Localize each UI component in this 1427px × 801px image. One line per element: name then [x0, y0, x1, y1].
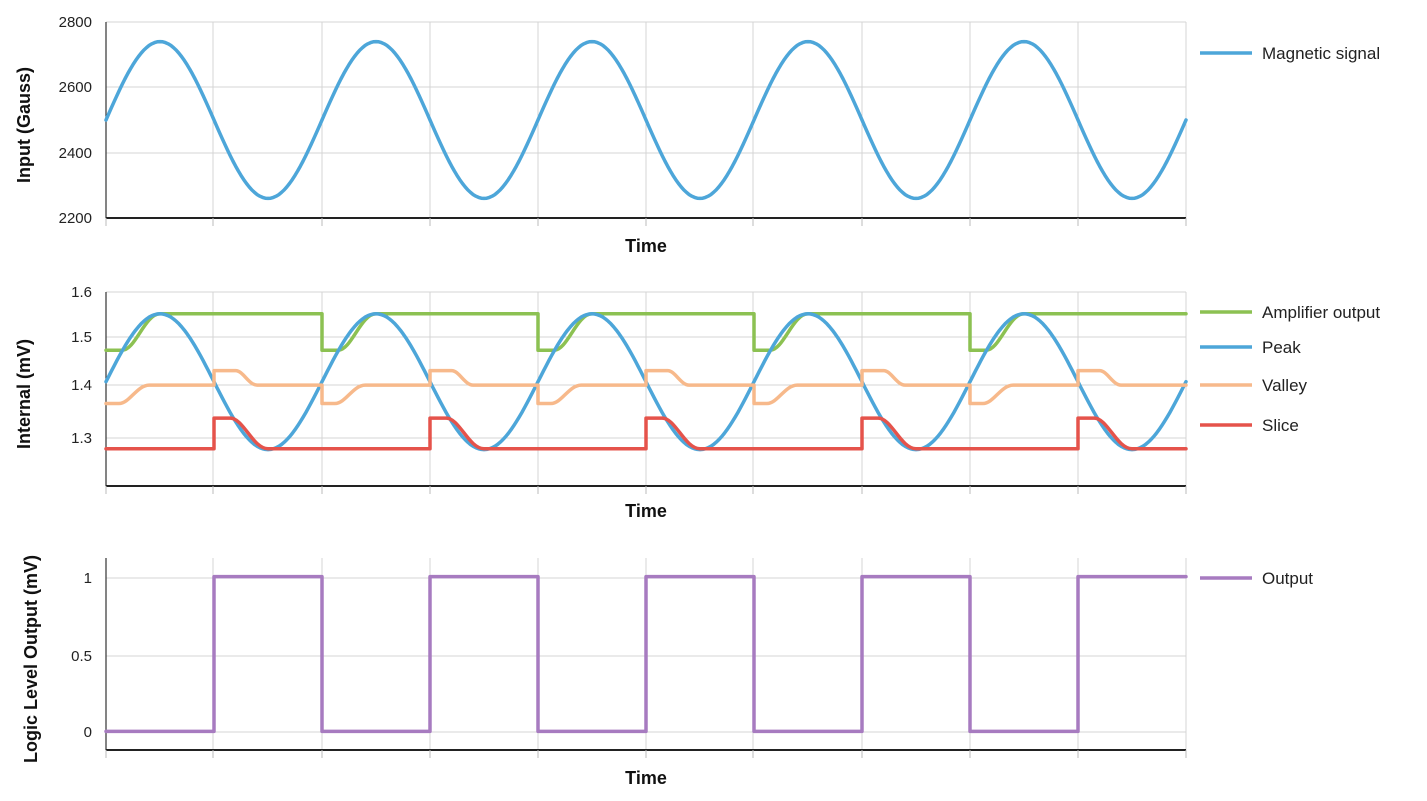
y-tick-label: 0	[84, 724, 92, 741]
y-axis-label: Internal (mV)	[14, 339, 34, 449]
series-line-slice	[104, 416, 1188, 451]
y-tick-label: 1.3	[71, 430, 92, 447]
y-tick-label: 2400	[59, 145, 92, 162]
legend-label: Output	[1262, 569, 1313, 588]
legend-label: Peak	[1262, 338, 1301, 357]
x-axis-label: Time	[625, 236, 667, 256]
x-axis-label: Time	[625, 768, 667, 788]
chart-panel-3: 1 0.5 0 Logic Level Output (mV) Time Output	[21, 555, 1313, 788]
chart-panel-2: 1.6 1.5 1.4 1.3 Internal (mV) Time Amplifier o…	[14, 284, 1380, 521]
x-axis-label: Time	[625, 501, 667, 521]
y-axis-label: Logic Level Output (mV)	[21, 555, 41, 763]
legend-label: Magnetic signal	[1262, 44, 1380, 63]
series-line-output	[104, 574, 1188, 734]
y-tick-label: 2600	[59, 79, 92, 96]
series-line-magnetic-signal	[104, 39, 1188, 201]
y-tick-label: 2200	[59, 210, 92, 227]
series-line-valley	[104, 368, 1188, 406]
y-tick-label: 0.5	[71, 648, 92, 665]
y-tick-label: 1.6	[71, 284, 92, 301]
y-tick-label: 1	[84, 570, 92, 587]
legend-label: Amplifier output	[1262, 303, 1380, 322]
y-axis-label: Input (Gauss)	[14, 67, 34, 183]
chart-panel-1: 2800 2600 2400 2200 Input (Gauss) Time Magneti…	[14, 14, 1380, 256]
y-tick-label: 2800	[59, 14, 92, 31]
y-tick-label: 1.5	[71, 329, 92, 346]
y-tick-label: 1.4	[71, 377, 92, 394]
legend-label: Slice	[1262, 416, 1299, 435]
legend-label: Valley	[1262, 376, 1308, 395]
